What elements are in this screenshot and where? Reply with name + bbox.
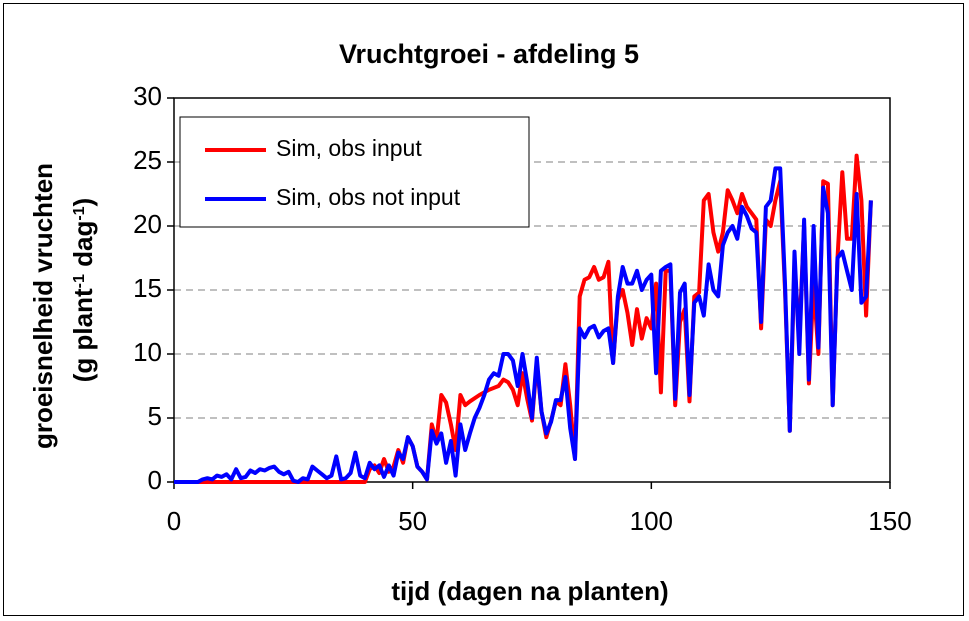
- y-tick-label: 0: [148, 465, 162, 495]
- y-axis-label-line1: groeisnelheid vruchten: [28, 163, 58, 449]
- chart-frame: [3, 3, 964, 616]
- series-line-1: [174, 166, 873, 484]
- y-tick-label: 10: [133, 337, 162, 367]
- y-tick-label: 20: [133, 209, 162, 239]
- x-axis-ticks: 0 50 100 150: [167, 482, 912, 536]
- x-tick-label: 50: [398, 506, 427, 536]
- y-tick-label: 25: [133, 145, 162, 175]
- y-axis-label-line2: (g plant-1 dag-1): [68, 198, 98, 382]
- y-tick-label: 5: [148, 401, 162, 431]
- series-group: [174, 153, 873, 484]
- y-axis-ticks: 0 5 10 15 20 25 30: [133, 81, 174, 495]
- legend-label-sim-obs-input: Sim, obs input: [276, 135, 422, 161]
- legend-box: [179, 116, 530, 228]
- x-tick-label: 0: [167, 506, 181, 536]
- x-tick-label: 150: [868, 506, 911, 536]
- y-tick-label: 30: [133, 81, 162, 111]
- y-tick-label: 15: [133, 273, 162, 303]
- legend-label-sim-obs-not-input: Sim, obs not input: [276, 184, 461, 210]
- chart-title: Vruchtgroei - afdeling 5: [339, 39, 639, 69]
- x-axis-label: tijd (dagen na planten): [391, 576, 668, 606]
- legend: Sim, obs input Sim, obs not input: [179, 116, 530, 228]
- x-tick-label: 100: [630, 506, 673, 536]
